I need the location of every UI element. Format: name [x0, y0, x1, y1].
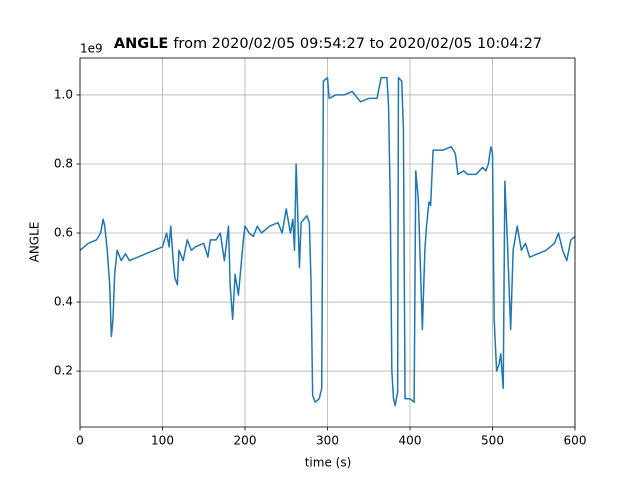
- plot-frame: [79, 57, 576, 428]
- x-tick-label: 0: [76, 434, 84, 448]
- x-tick-label: 100: [151, 434, 174, 448]
- title-bold: ANGLE: [114, 36, 168, 52]
- data-line: [79, 76, 576, 407]
- x-tick-label: 600: [564, 434, 587, 448]
- x-tick-label: 200: [234, 434, 257, 448]
- y-tick-label: 0.6: [54, 226, 73, 240]
- x-axis-label: time (s): [305, 456, 352, 470]
- y-tick-label: 0.8: [54, 156, 73, 170]
- chart-title: ANGLE from 2020/02/05 09:54:27 to 2020/02…: [114, 36, 542, 52]
- y-axis-label: ANGLE: [28, 222, 42, 263]
- y-tick-label: 1.0: [54, 87, 73, 101]
- y-tick-label: 0.2: [54, 364, 73, 378]
- x-tick-label: 300: [316, 434, 339, 448]
- y-tick-label: 0.4: [54, 295, 73, 309]
- x-tick-label: 500: [481, 434, 504, 448]
- y-offset-label: 1e9: [80, 42, 103, 56]
- title-rest: from 2020/02/05 09:54:27 to 2020/02/05 1…: [173, 36, 542, 52]
- x-tick-label: 400: [399, 434, 422, 448]
